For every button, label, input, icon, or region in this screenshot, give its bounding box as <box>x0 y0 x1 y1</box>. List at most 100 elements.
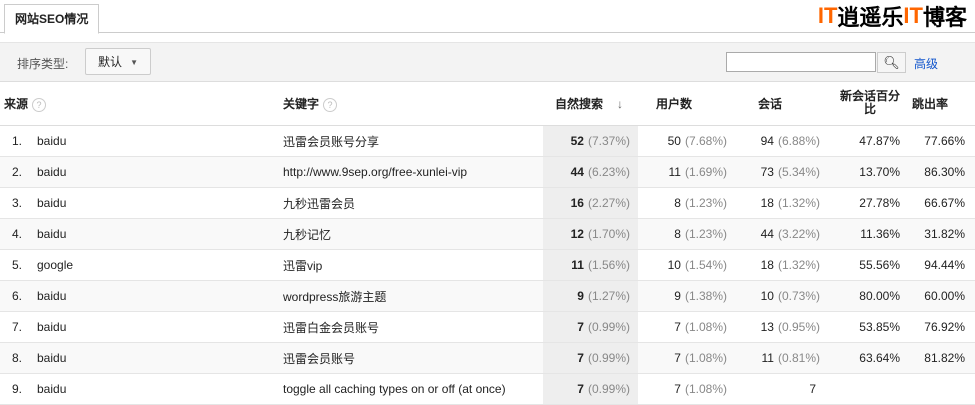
keyword-cell[interactable]: 迅雷vip <box>283 249 543 281</box>
users-cell: 7 (1.08%) <box>638 373 735 405</box>
sort-dropdown[interactable]: 默认 ▼ <box>85 48 151 75</box>
col-source[interactable]: 来源? <box>0 81 283 126</box>
users-value: 8 <box>674 227 681 241</box>
source-link[interactable]: google <box>37 258 74 272</box>
keyword-cell[interactable]: 迅雷会员账号 <box>283 342 543 374</box>
row-number: 5. <box>12 258 23 272</box>
sessions-cell: 11 (0.81%) <box>735 342 828 374</box>
organic-pct: (0.99%) <box>587 320 630 334</box>
source-link[interactable]: baidu <box>37 227 67 241</box>
sessions-pct: (6.88%) <box>777 134 820 148</box>
source-link[interactable]: baidu <box>37 134 67 148</box>
source-link[interactable]: baidu <box>37 289 67 303</box>
col-new-pct[interactable]: 新会话百分比 <box>828 81 908 126</box>
users-value: 7 <box>674 320 681 334</box>
bounce-cell: 94.44% <box>908 249 975 281</box>
organic-pct: (1.27%) <box>587 289 630 303</box>
source-link[interactable]: baidu <box>37 351 67 365</box>
tab-bar: 网站SEO情况 IT 逍遥乐 IT 博客 <box>0 0 975 34</box>
sessions-cell: 94 (6.88%) <box>735 125 828 157</box>
sessions-value: 18 <box>760 258 774 272</box>
users-pct: (1.38%) <box>684 289 727 303</box>
sessions-cell: 18 (1.32%) <box>735 187 828 219</box>
sessions-pct: (1.32%) <box>777 196 820 210</box>
search-input[interactable] <box>726 52 876 72</box>
organic-value: 12 <box>570 227 584 241</box>
seo-table: 来源? 关键字? 自然搜索 ↓ 用户数 会话 新会话百分比 跳出率 1. baidu… <box>0 81 975 405</box>
table-header: 来源? 关键字? 自然搜索 ↓ 用户数 会话 新会话百分比 跳出率 <box>0 81 975 126</box>
sessions-value: 18 <box>760 196 774 210</box>
source-cell: 3. baidu <box>0 187 283 219</box>
organic-cell: 7 (0.99%) <box>543 373 638 405</box>
col-users[interactable]: 用户数 <box>638 81 735 126</box>
new-pct-cell: 27.78% <box>828 187 908 219</box>
row-number: 6. <box>12 289 23 303</box>
col-sessions[interactable]: 会话 <box>735 81 828 126</box>
sessions-value: 11 <box>761 351 774 365</box>
organic-cell: 11 (1.56%) <box>543 249 638 281</box>
col-keyword-label: 关键字 <box>283 96 320 111</box>
sessions-pct: (0.73%) <box>777 289 820 303</box>
keyword-cell[interactable]: http://www.9sep.org/free-xunlei-vip <box>283 156 543 188</box>
search-button[interactable]: 🔍︎ <box>877 52 906 73</box>
keyword-cell[interactable]: toggle all caching types on or off (at o… <box>283 373 543 405</box>
users-cell: 7 (1.08%) <box>638 311 735 343</box>
users-pct: (1.69%) <box>684 165 727 179</box>
source-link[interactable]: baidu <box>37 320 67 334</box>
keyword-cell[interactable]: 迅雷白金会员账号 <box>283 311 543 343</box>
col-organic-label: 自然搜索 <box>555 96 604 111</box>
new-pct-cell <box>828 373 908 405</box>
users-pct: (1.54%) <box>684 258 727 272</box>
organic-cell: 16 (2.27%) <box>543 187 638 219</box>
col-keyword[interactable]: 关键字? <box>283 81 543 126</box>
tab-seo[interactable]: 网站SEO情况 <box>4 4 100 34</box>
source-link[interactable]: baidu <box>37 196 67 210</box>
table-row: 7. baidu 迅雷白金会员账号 7 (0.99%) 7 (1.08%) 13 (0.… <box>0 311 975 343</box>
organic-value: 7 <box>577 351 584 365</box>
help-icon[interactable]: ? <box>32 97 47 112</box>
sessions-value: 44 <box>760 227 774 241</box>
sessions-pct: (5.34%) <box>777 165 820 179</box>
col-bounce[interactable]: 跳出率 <box>908 81 975 126</box>
bounce-cell: 86.30% <box>908 156 975 188</box>
sort-desc-icon: ↓ <box>617 96 624 111</box>
new-pct-cell: 47.87% <box>828 125 908 157</box>
toolbar: 排序类型: 默认 ▼ 🔍︎ 高级 <box>0 42 975 82</box>
keyword-cell[interactable]: 九秒记忆 <box>283 218 543 250</box>
sessions-value: 73 <box>760 165 774 179</box>
users-cell: 9 (1.38%) <box>638 280 735 312</box>
source-link[interactable]: baidu <box>37 382 67 396</box>
source-cell: 9. baidu <box>0 373 283 405</box>
users-value: 8 <box>674 196 681 210</box>
sessions-pct: (0.81%) <box>777 351 820 365</box>
users-cell: 11 (1.69%) <box>638 156 735 188</box>
users-cell: 8 (1.23%) <box>638 187 735 219</box>
users-value: 7 <box>674 351 681 365</box>
organic-pct: (0.99%) <box>587 351 630 365</box>
row-number: 3. <box>12 196 23 210</box>
organic-cell: 44 (6.23%) <box>543 156 638 188</box>
users-pct: (1.08%) <box>684 320 727 334</box>
advanced-link[interactable]: 高级 <box>914 57 939 71</box>
help-icon[interactable]: ? <box>323 97 338 112</box>
col-organic[interactable]: 自然搜索 ↓ <box>543 81 638 126</box>
organic-value: 52 <box>570 134 584 148</box>
source-cell: 5. google <box>0 249 283 281</box>
source-cell: 7. baidu <box>0 311 283 343</box>
bounce-cell: 76.92% <box>908 311 975 343</box>
bounce-cell: 77.66% <box>908 125 975 157</box>
users-value: 50 <box>667 134 681 148</box>
keyword-cell[interactable]: 九秒迅雷会员 <box>283 187 543 219</box>
users-cell: 50 (7.68%) <box>638 125 735 157</box>
sessions-cell: 44 (3.22%) <box>735 218 828 250</box>
source-link[interactable]: baidu <box>37 165 67 179</box>
table-row: 3. baidu 九秒迅雷会员 16 (2.27%) 8 (1.23%) 18 (1.3… <box>0 187 975 219</box>
sessions-value: 7 <box>809 382 816 396</box>
source-cell: 8. baidu <box>0 342 283 374</box>
organic-cell: 52 (7.37%) <box>543 125 638 157</box>
keyword-cell[interactable]: wordpress旅游主题 <box>283 280 543 312</box>
keyword-cell[interactable]: 迅雷会员账号分享 <box>283 125 543 157</box>
organic-value: 7 <box>577 320 584 334</box>
users-cell: 7 (1.08%) <box>638 342 735 374</box>
source-cell: 4. baidu <box>0 218 283 250</box>
